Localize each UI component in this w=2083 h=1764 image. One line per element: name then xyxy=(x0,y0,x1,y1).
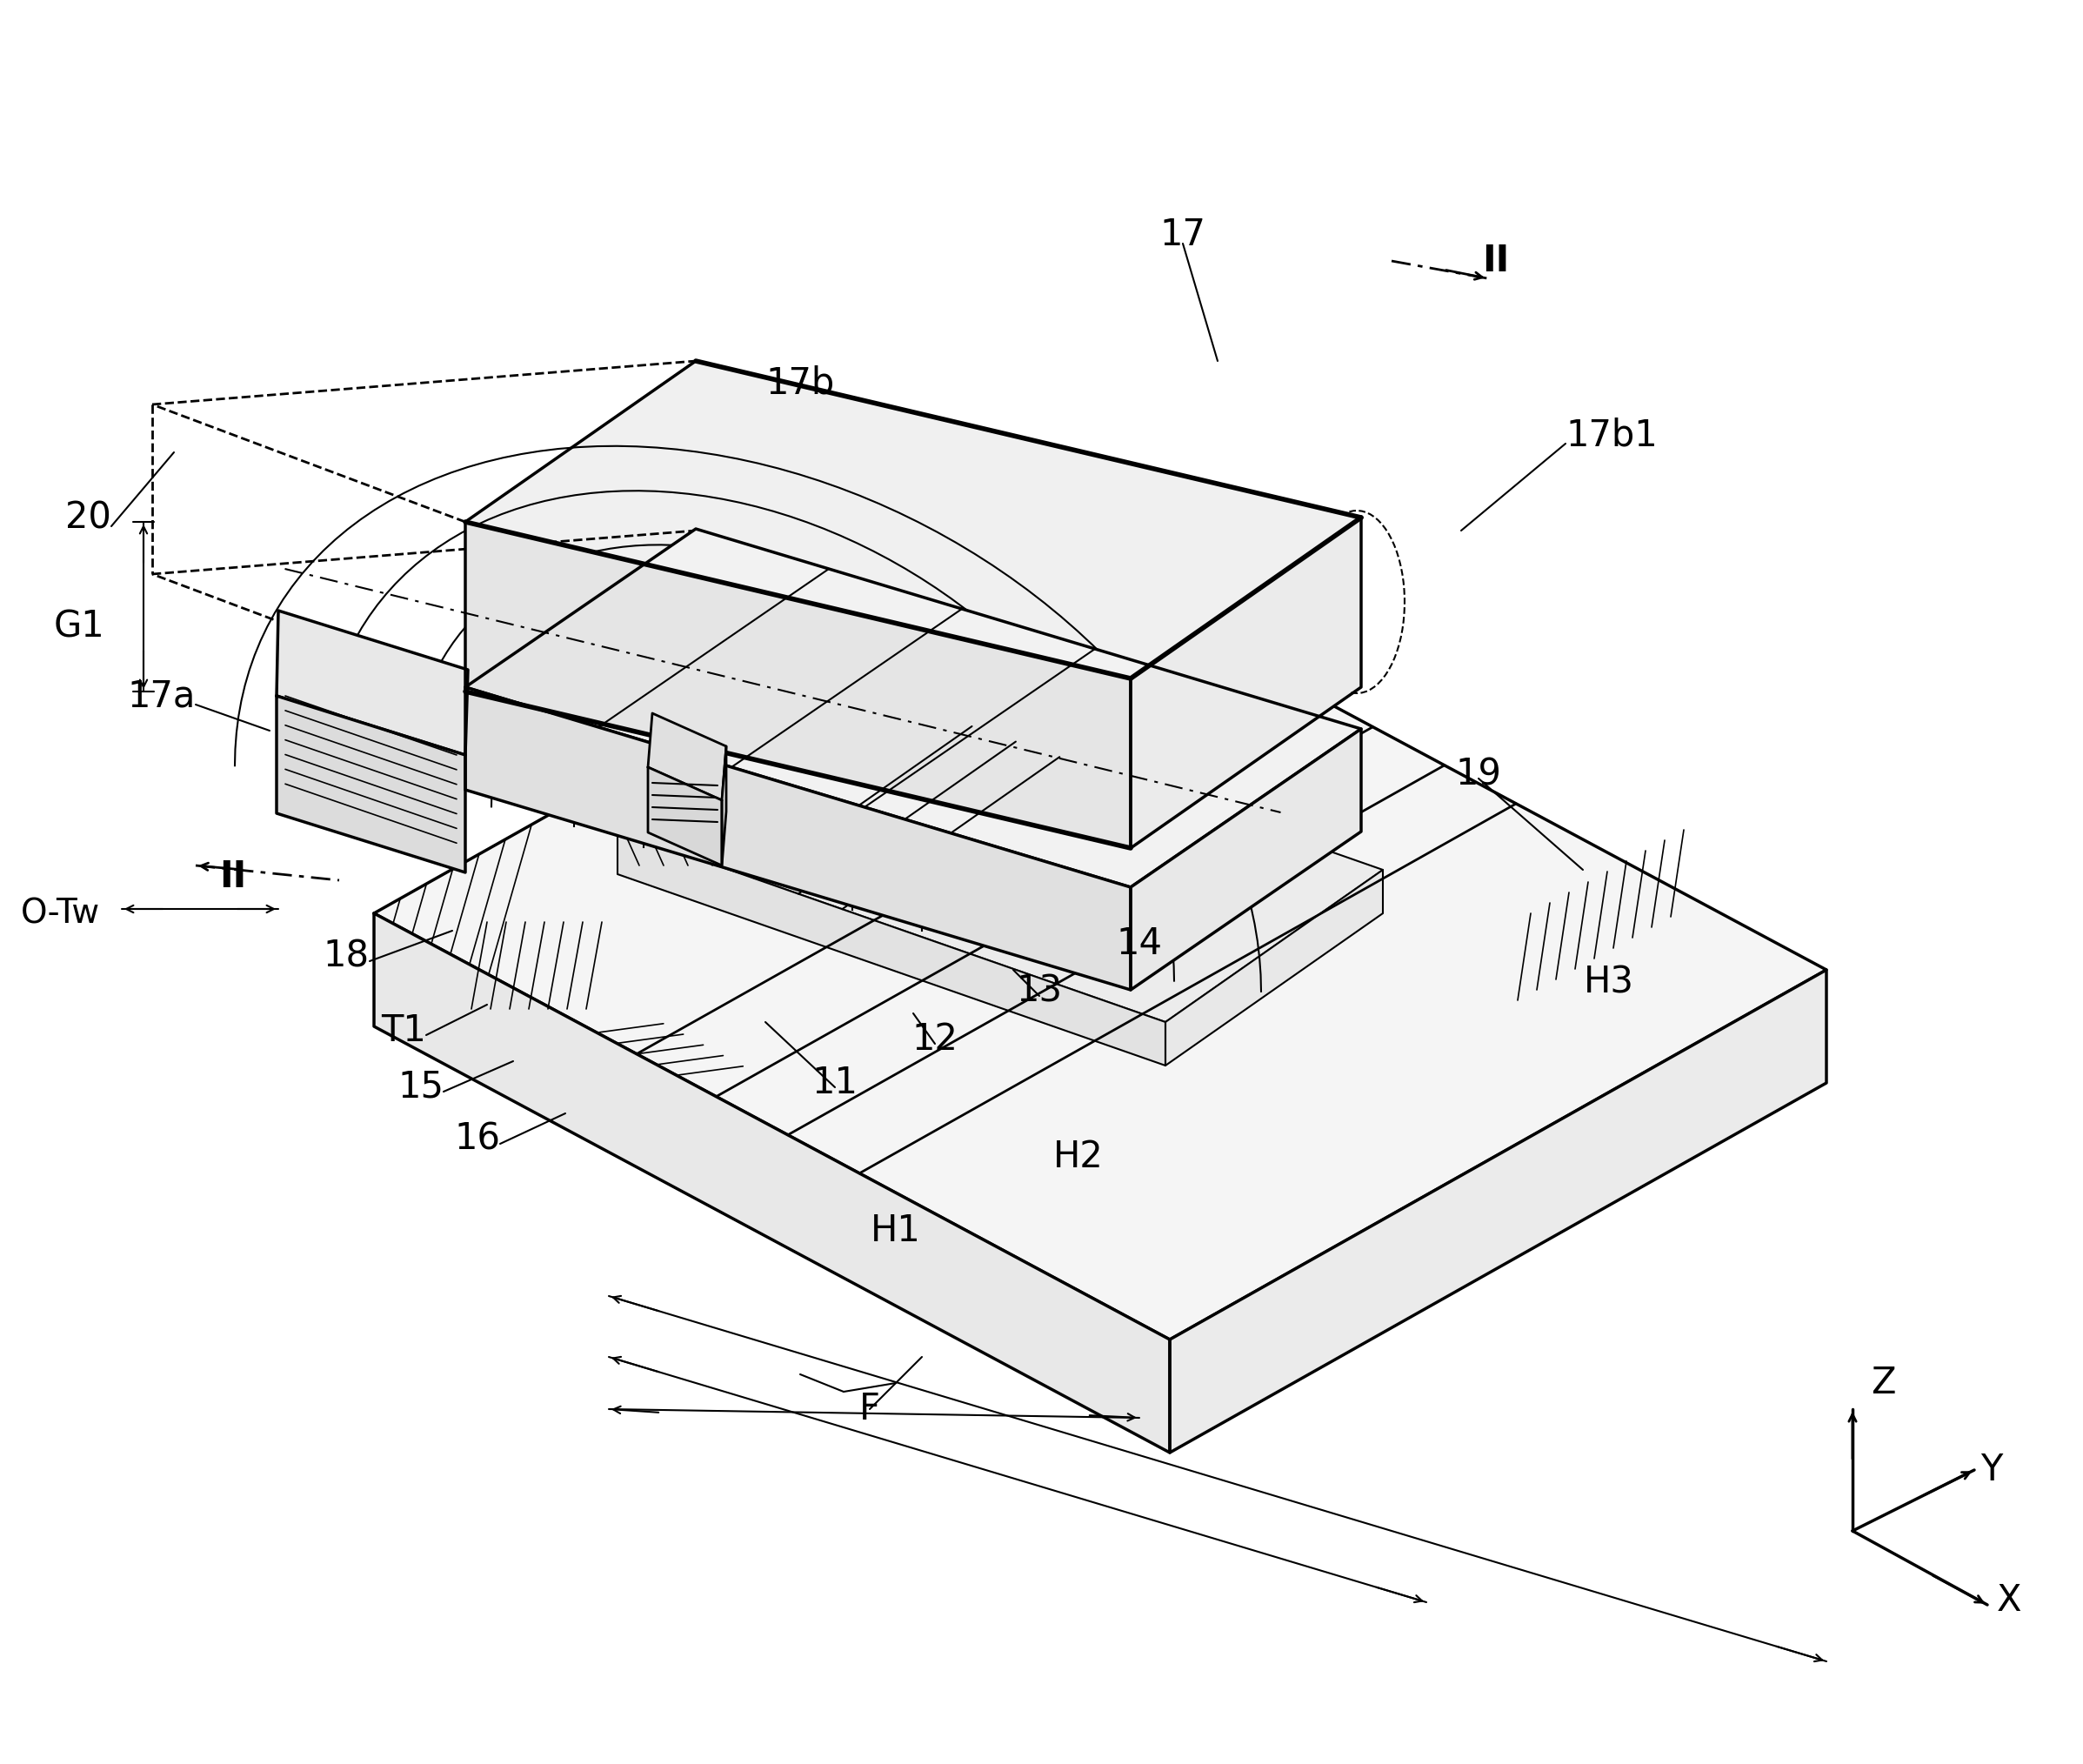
Polygon shape xyxy=(465,688,1131,990)
Text: X: X xyxy=(1998,1582,2021,1619)
Text: H3: H3 xyxy=(1583,965,1635,1002)
Polygon shape xyxy=(375,914,1171,1452)
Polygon shape xyxy=(1171,970,1827,1452)
Polygon shape xyxy=(648,713,727,801)
Text: 17: 17 xyxy=(1160,217,1206,252)
Text: 17a: 17a xyxy=(127,677,196,714)
Text: H1: H1 xyxy=(871,1212,921,1249)
Polygon shape xyxy=(1131,517,1360,848)
Text: 15: 15 xyxy=(398,1069,444,1106)
Polygon shape xyxy=(648,767,723,866)
Polygon shape xyxy=(465,529,1360,887)
Text: H2: H2 xyxy=(1054,1138,1104,1175)
Text: Y: Y xyxy=(1981,1452,2002,1489)
Text: G1: G1 xyxy=(54,609,104,644)
Text: II: II xyxy=(219,859,246,894)
Polygon shape xyxy=(1131,729,1360,990)
Text: 16: 16 xyxy=(454,1122,500,1157)
Polygon shape xyxy=(617,831,1164,1065)
Polygon shape xyxy=(375,543,1827,1339)
Text: 12: 12 xyxy=(912,1021,958,1058)
Polygon shape xyxy=(723,746,727,866)
Text: F: F xyxy=(860,1390,881,1427)
Text: 17b: 17b xyxy=(767,365,835,400)
Text: Z: Z xyxy=(1871,1365,1896,1401)
Text: T1: T1 xyxy=(381,1013,427,1050)
Text: 13: 13 xyxy=(1017,974,1062,1009)
Polygon shape xyxy=(1164,870,1383,1065)
Polygon shape xyxy=(465,362,1360,679)
Text: O-Tw: O-Tw xyxy=(21,896,100,930)
Text: 19: 19 xyxy=(1456,757,1502,792)
Polygon shape xyxy=(617,679,1383,1021)
Text: 20: 20 xyxy=(65,499,110,536)
Polygon shape xyxy=(277,610,469,755)
Text: 17b1: 17b1 xyxy=(1566,416,1658,453)
Text: II: II xyxy=(1483,243,1510,279)
Polygon shape xyxy=(465,522,1131,848)
Text: 14: 14 xyxy=(1116,926,1162,961)
Text: 18: 18 xyxy=(323,938,369,975)
Text: 11: 11 xyxy=(812,1065,858,1101)
Polygon shape xyxy=(277,695,465,873)
